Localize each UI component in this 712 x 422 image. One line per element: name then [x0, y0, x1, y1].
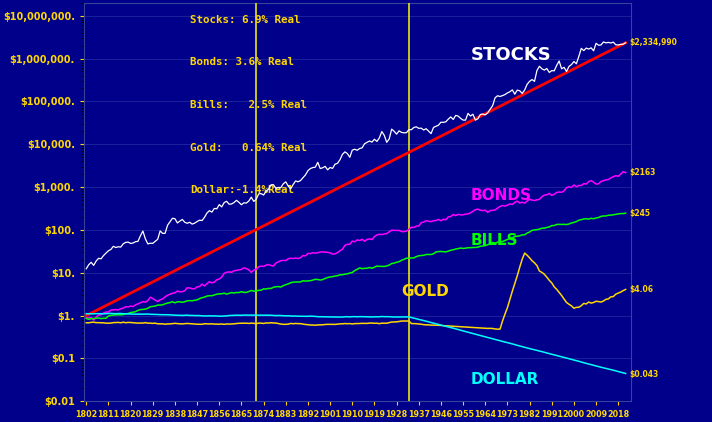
Text: Gold:   0.64% Real: Gold: 0.64% Real: [190, 143, 308, 153]
Text: Bonds: 3.6% Real: Bonds: 3.6% Real: [190, 57, 295, 68]
Text: BILLS: BILLS: [471, 233, 518, 248]
Text: $245: $245: [629, 209, 650, 218]
Text: BONDS: BONDS: [471, 188, 531, 203]
Text: DOLLAR: DOLLAR: [471, 372, 539, 387]
Text: Bills:   2.5% Real: Bills: 2.5% Real: [190, 100, 308, 110]
Text: $2,334,990: $2,334,990: [629, 38, 677, 47]
Text: GOLD: GOLD: [402, 284, 449, 299]
Text: STOCKS: STOCKS: [471, 46, 551, 65]
Text: Dollar:-1.4%Real: Dollar:-1.4%Real: [190, 185, 295, 195]
Text: $2163: $2163: [629, 168, 656, 177]
Text: $0.043: $0.043: [629, 370, 659, 379]
Text: $4.06: $4.06: [629, 285, 654, 294]
Text: Stocks: 6.9% Real: Stocks: 6.9% Real: [190, 15, 301, 25]
